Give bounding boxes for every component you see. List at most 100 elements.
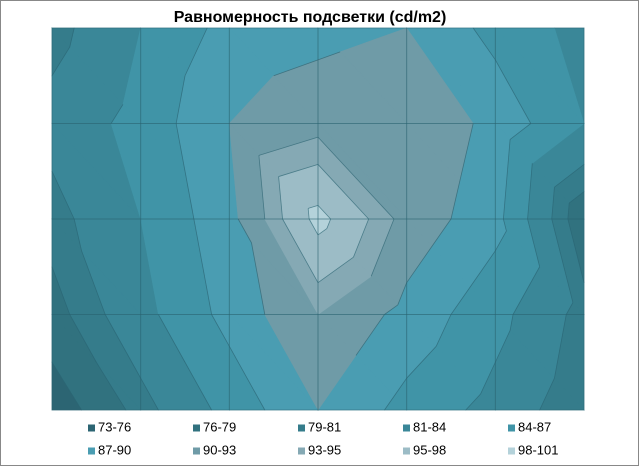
contour-line	[308, 218, 319, 236]
contour-line	[307, 208, 310, 220]
contour-line	[355, 314, 385, 356]
legend-label: 73-76	[98, 419, 131, 434]
contour-line	[317, 256, 354, 283]
contour-line	[567, 218, 585, 283]
contour-line	[175, 75, 186, 124]
contour-line	[110, 104, 124, 124]
contour-line	[568, 191, 585, 204]
contour-line	[370, 218, 395, 277]
contour-line	[317, 205, 331, 220]
contour-line	[326, 218, 332, 229]
contour-line	[317, 136, 395, 220]
contour-line	[51, 266, 71, 315]
contour-line	[273, 59, 319, 77]
contour-line	[69, 314, 97, 363]
contour-line	[527, 218, 541, 267]
contour-line	[81, 250, 106, 315]
contour-line	[494, 330, 511, 363]
contour-line	[104, 314, 142, 379]
contour-line	[512, 266, 541, 315]
legend-swatch	[298, 424, 305, 432]
contour-line	[431, 218, 452, 247]
contour-line	[465, 393, 481, 411]
contour-line	[472, 27, 496, 61]
contour-line	[69, 27, 75, 48]
contour-line	[502, 139, 511, 220]
contour-line	[317, 164, 369, 220]
contour-line	[393, 377, 407, 397]
contour-line	[228, 346, 266, 411]
legend-label: 84-87	[518, 419, 551, 434]
contour-line	[206, 290, 212, 315]
contour-line	[469, 250, 496, 288]
contour-line	[509, 123, 532, 140]
contour-line	[140, 377, 159, 411]
plot-border	[51, 27, 585, 411]
legend-label: 95-98	[413, 442, 446, 457]
contour-line	[384, 396, 395, 411]
chart-title: Равномерность подсветки (cd/m2)	[174, 9, 447, 26]
contour-line	[175, 123, 186, 172]
legend-swatch	[88, 447, 95, 455]
contour-line	[95, 362, 127, 411]
legend-label: 76-79	[203, 419, 236, 434]
legend-swatch	[508, 447, 515, 455]
legend-swatch	[193, 447, 200, 455]
legend-label: 93-95	[308, 442, 341, 457]
contour-line	[278, 164, 319, 177]
contour-line	[251, 242, 266, 315]
legend-label: 81-84	[413, 419, 446, 434]
contour-line	[237, 218, 252, 244]
contour-line	[551, 187, 555, 220]
contour-line	[397, 282, 408, 306]
contour-line	[539, 377, 555, 411]
contour-line	[317, 228, 328, 236]
plot-area	[51, 27, 585, 412]
legend-swatch	[403, 424, 410, 432]
contour-line	[406, 246, 433, 283]
contour-line	[494, 230, 507, 252]
legend-swatch	[403, 447, 410, 455]
contour-line	[211, 314, 230, 347]
legend-label: 90-93	[203, 442, 236, 457]
contour-line	[565, 302, 574, 315]
contour-line	[384, 304, 399, 315]
contour-line	[184, 362, 212, 411]
contour-line	[317, 51, 341, 61]
legend-swatch	[508, 424, 515, 432]
legend-swatch	[88, 424, 95, 432]
contour-line	[282, 218, 319, 283]
contour-line	[450, 180, 461, 220]
legend-swatch	[298, 447, 305, 455]
contour-line	[193, 218, 208, 291]
contour-line	[308, 204, 319, 209]
contour-line	[406, 346, 437, 379]
contour-line	[567, 203, 570, 220]
contour-line	[51, 362, 82, 411]
contour-line	[509, 314, 514, 331]
legend-label: 79-81	[308, 419, 341, 434]
legend-label: 98-101	[518, 442, 558, 457]
contour-line	[278, 176, 283, 220]
contour-line	[158, 314, 186, 363]
contour-line	[551, 218, 574, 303]
contour-line	[480, 362, 496, 395]
legend-swatch	[193, 424, 200, 432]
contour-line	[527, 163, 533, 220]
contour-line	[73, 218, 82, 251]
contour-line	[435, 314, 452, 347]
contour-line	[494, 59, 532, 124]
contour-line	[554, 164, 585, 188]
contour-line	[353, 218, 370, 258]
legend: 73-76 76-79 79-81 81-84 84-87 87-90 90-93 93-95…	[88, 419, 558, 457]
contour-line	[503, 218, 507, 232]
contour-line	[184, 171, 195, 220]
contour-line	[184, 27, 208, 76]
contour-line	[459, 123, 474, 181]
contour-line	[51, 171, 75, 220]
contour-line	[554, 314, 567, 379]
contour-line	[450, 286, 471, 315]
contour-line	[258, 155, 266, 220]
